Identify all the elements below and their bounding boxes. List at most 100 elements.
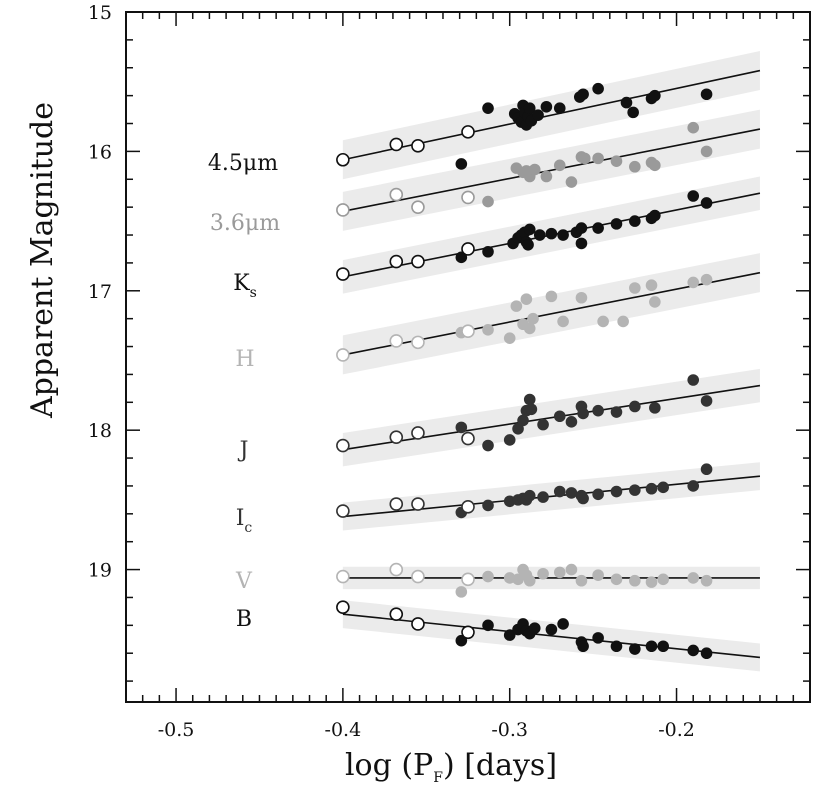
point-open-j	[389, 430, 404, 444]
point-filled-j	[610, 406, 623, 418]
point-filled-v	[523, 574, 536, 587]
point-filled-36m	[687, 121, 700, 134]
point-filled-b	[645, 640, 658, 653]
point-filled-ks	[523, 223, 536, 236]
point-open-36m	[336, 203, 350, 217]
point-filled-45m	[553, 102, 566, 114]
point-open-b	[336, 600, 350, 615]
point-open-ic	[461, 500, 475, 514]
point-open-h	[411, 335, 425, 350]
y-tick-label: 17	[88, 281, 112, 303]
point-filled-ic	[645, 482, 658, 495]
x-tick-label: -0.4	[325, 719, 362, 741]
point-filled-36m	[553, 159, 566, 172]
point-filled-ic	[610, 485, 623, 498]
point-filled-h	[523, 322, 536, 335]
point-open-h	[389, 334, 404, 348]
point-filled-b	[629, 643, 641, 655]
point-filled-j	[565, 416, 578, 428]
point-filled-j	[537, 418, 549, 431]
point-filled-ks	[610, 218, 623, 230]
point-filled-ks	[575, 237, 588, 250]
band-label-h: H	[235, 347, 254, 372]
y-tick-label: 16	[88, 141, 112, 163]
point-filled-j	[517, 414, 529, 427]
axes-frame: 15 16 17 18 19 -0.5 -0.4 -0.3 -0.2	[88, 2, 811, 741]
band-label-v: V	[235, 569, 253, 594]
point-filled-ks	[575, 222, 588, 234]
point-filled-45m	[700, 88, 713, 101]
point-filled-h	[575, 291, 588, 304]
point-filled-ic	[657, 481, 669, 494]
point-open-36m	[461, 190, 475, 205]
point-filled-h	[510, 300, 523, 312]
point-filled-ic	[700, 463, 713, 476]
point-open-ks	[461, 242, 475, 256]
point-open-45m	[411, 139, 425, 153]
point-filled-36m	[482, 195, 494, 208]
point-filled-ks	[687, 190, 700, 202]
point-filled-ic	[629, 484, 641, 496]
point-filled-h	[617, 315, 629, 328]
point-filled-h	[629, 282, 641, 294]
point-filled-v	[610, 573, 623, 586]
point-filled-j	[592, 404, 604, 417]
point-open-b	[411, 617, 425, 631]
point-filled-45m	[649, 89, 661, 102]
point-filled-b	[482, 619, 494, 632]
band-label-j: J	[238, 438, 249, 463]
point-filled-v	[455, 586, 468, 598]
point-filled-45m	[540, 100, 553, 113]
point-filled-j	[503, 434, 516, 446]
band-labels: 4.5μm 3.6μm Ks H J Ic VB	[208, 151, 280, 632]
point-filled-45m	[455, 158, 468, 170]
point-filled-v	[553, 566, 566, 579]
point-filled-ic	[565, 487, 578, 499]
point-filled-ic	[482, 499, 494, 512]
point-filled-j	[687, 374, 700, 386]
point-open-v	[389, 562, 404, 577]
point-open-b	[461, 625, 475, 640]
band-label-45m: 4.5μm	[208, 151, 278, 176]
x-tick-label: -0.2	[658, 719, 695, 741]
point-open-j	[336, 438, 350, 453]
data-points	[336, 82, 713, 660]
point-filled-j	[482, 439, 494, 452]
point-filled-h	[520, 293, 533, 305]
point-filled-b	[700, 647, 713, 660]
point-filled-j	[577, 407, 589, 420]
point-filled-b	[557, 618, 569, 630]
point-filled-36m	[649, 159, 661, 172]
point-filled-b	[687, 644, 700, 657]
point-filled-ks	[592, 222, 604, 234]
point-filled-36m	[578, 152, 591, 165]
point-filled-ks	[629, 215, 641, 227]
point-filled-j	[649, 402, 661, 414]
point-filled-ks	[545, 227, 558, 240]
point-filled-36m	[610, 155, 623, 167]
point-filled-36m	[592, 152, 604, 165]
point-filled-h	[597, 315, 609, 328]
point-filled-j	[629, 400, 641, 413]
point-filled-h	[545, 290, 558, 303]
point-filled-b	[657, 640, 669, 653]
point-filled-j	[553, 410, 566, 423]
point-filled-45m	[620, 96, 633, 109]
point-open-b	[389, 607, 404, 621]
point-open-45m	[336, 152, 350, 167]
point-filled-ic	[577, 492, 589, 505]
point-filled-36m	[540, 170, 553, 183]
plot-frame	[125, 11, 811, 703]
point-filled-h	[649, 296, 661, 308]
point-open-v	[461, 572, 475, 587]
point-filled-j	[525, 403, 538, 416]
point-open-j	[461, 431, 475, 446]
point-filled-v	[700, 574, 713, 587]
point-open-v	[411, 569, 425, 584]
y-tick-label: 18	[88, 420, 112, 442]
point-filled-ks	[649, 209, 661, 222]
point-filled-v	[629, 574, 641, 587]
point-filled-45m	[532, 109, 544, 121]
point-open-ks	[389, 254, 404, 269]
